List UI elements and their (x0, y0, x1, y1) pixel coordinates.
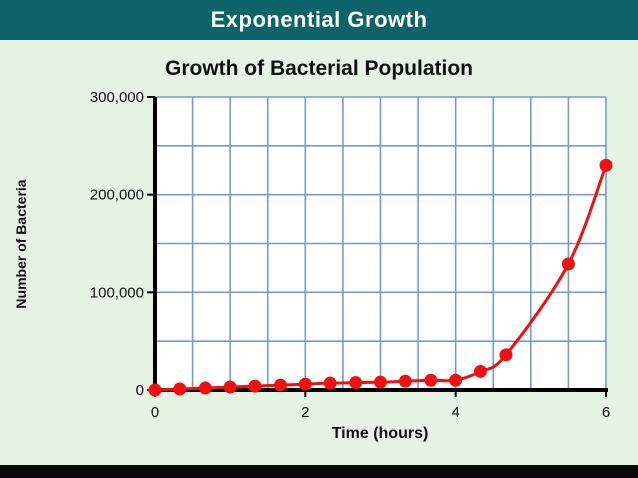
data-point (198, 381, 212, 395)
data-point (173, 382, 187, 396)
ticks: 0 2 4 6 0 100,000 200,000 300,000 (90, 89, 610, 421)
data-point (398, 374, 412, 388)
data-point (499, 348, 513, 362)
bottom-bar (0, 465, 638, 478)
data-point (223, 380, 237, 394)
x-axis-label: Time (hours) (332, 425, 429, 442)
data-point (298, 377, 312, 391)
data-point (449, 373, 463, 387)
x-tick-label: 2 (301, 404, 309, 421)
y-tick-label: 200,000 (90, 187, 144, 204)
data-point (248, 379, 262, 393)
data-point (323, 376, 337, 390)
x-tick-label: 6 (602, 404, 610, 421)
data-point (349, 376, 363, 390)
data-point (274, 378, 288, 392)
x-tick-label: 4 (451, 404, 459, 421)
y-axis-label: Number of Bacteria (13, 179, 29, 308)
data-point (561, 257, 575, 271)
banner-title: Exponential Growth (210, 7, 428, 32)
data-point (599, 158, 613, 172)
chart-title: Growth of Bacterial Population (164, 57, 474, 80)
series (148, 158, 613, 397)
y-tick-label: 0 (136, 382, 144, 399)
grid (155, 96, 607, 390)
data-point (374, 375, 387, 389)
data-point (148, 383, 162, 397)
y-tick-label: 300,000 (90, 89, 144, 106)
y-tick-label: 100,000 (90, 284, 144, 301)
header-banner: Exponential Growth (0, 0, 638, 40)
data-point (424, 373, 438, 387)
data-point (473, 364, 487, 378)
x-tick-label: 0 (151, 404, 159, 421)
